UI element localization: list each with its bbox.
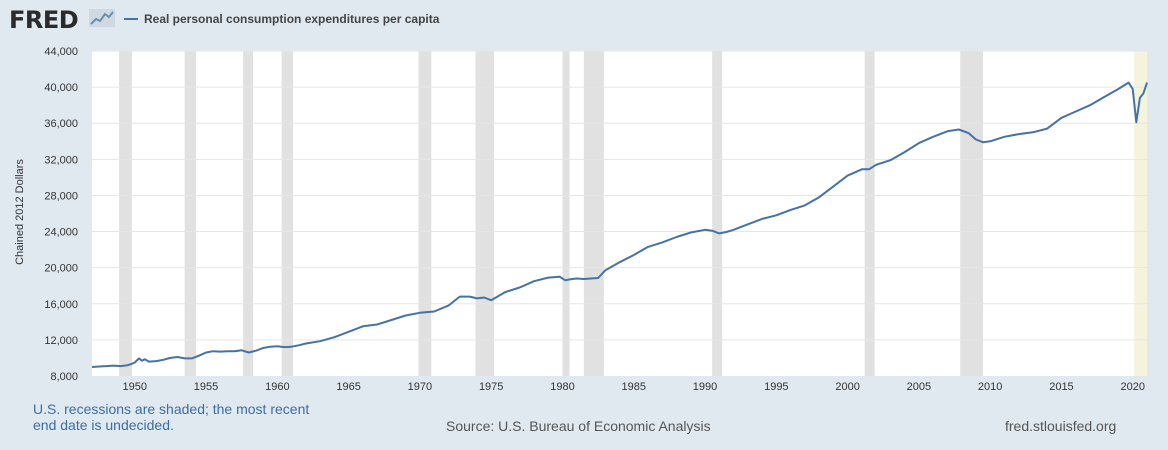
y-tick-labels: 8,000 12,000 16,000 20,000 24,000 28,000 32,00… [44,46,78,383]
header: FRED Real personal consumption expenditu… [0,0,1168,40]
x-tick-label: 1950 [123,381,147,393]
recession-band [712,51,723,376]
recession-note-line2: end date is undecided. [33,417,174,433]
x-tick-label: 2015 [1049,381,1073,393]
y-tick-label: 40,000 [44,82,78,94]
x-tick-label: 2020 [1121,381,1145,393]
y-tick-label: 12,000 [44,335,78,347]
recession-band [864,51,875,376]
y-tick-label: 44,000 [44,46,78,58]
x-tick-label: 2000 [835,381,859,393]
x-tick-label: 1955 [194,381,218,393]
x-tick-label: 1990 [693,381,717,393]
y-tick-label: 8,000 [50,371,78,383]
legend-swatch [124,18,138,20]
y-tick-label: 32,000 [44,154,78,166]
recession-band-undecided [1134,51,1147,376]
source-text: Source: U.S. Bureau of Economic Analysis [446,418,711,434]
x-tick-label: 1960 [265,381,289,393]
recession-band [184,51,197,376]
legend-label: Real personal consumption expenditures p… [144,12,440,26]
recession-band [583,51,604,376]
recession-note-line1: U.S. recessions are shaded; the most rec… [33,401,310,417]
y-tick-label: 28,000 [44,190,78,202]
recession-band [562,51,570,376]
recession-band [119,51,132,376]
fred-logo[interactable]: FRED [9,6,79,34]
legend: Real personal consumption expenditures p… [124,12,439,26]
recession-note: U.S. recessions are shaded; the most rec… [33,401,333,433]
recession-bands [119,51,1147,376]
x-tick-label: 2010 [978,381,1002,393]
x-tick-label: 1985 [622,381,646,393]
x-tick-label: 1965 [336,381,360,393]
y-tick-label: 24,000 [44,227,78,239]
x-tick-label: 2005 [907,381,931,393]
x-tick-label: 1970 [408,381,432,393]
fred-chart-icon [89,9,115,27]
y-tick-label: 16,000 [44,299,78,311]
site-link[interactable]: fred.stlouisfed.org [1005,418,1117,434]
y-tick-label: 36,000 [44,118,78,130]
recession-band [960,51,984,376]
recession-band [281,51,294,376]
recession-band [418,51,432,376]
recession-band [475,51,495,376]
x-tick-label: 1995 [764,381,788,393]
x-tick-label: 1975 [479,381,503,393]
chart[interactable]: 8,000 12,000 16,000 20,000 24,000 28,000 32,00… [0,0,1168,400]
series-line [91,81,1148,368]
x-tick-label: 1980 [550,381,574,393]
gridlines [92,50,1147,341]
y-tick-label: 20,000 [44,263,78,275]
x-tick-labels: 1950 1955 1960 1965 1970 1975 1980 1985 1990 1995… [123,381,1145,393]
recession-band [243,51,254,376]
